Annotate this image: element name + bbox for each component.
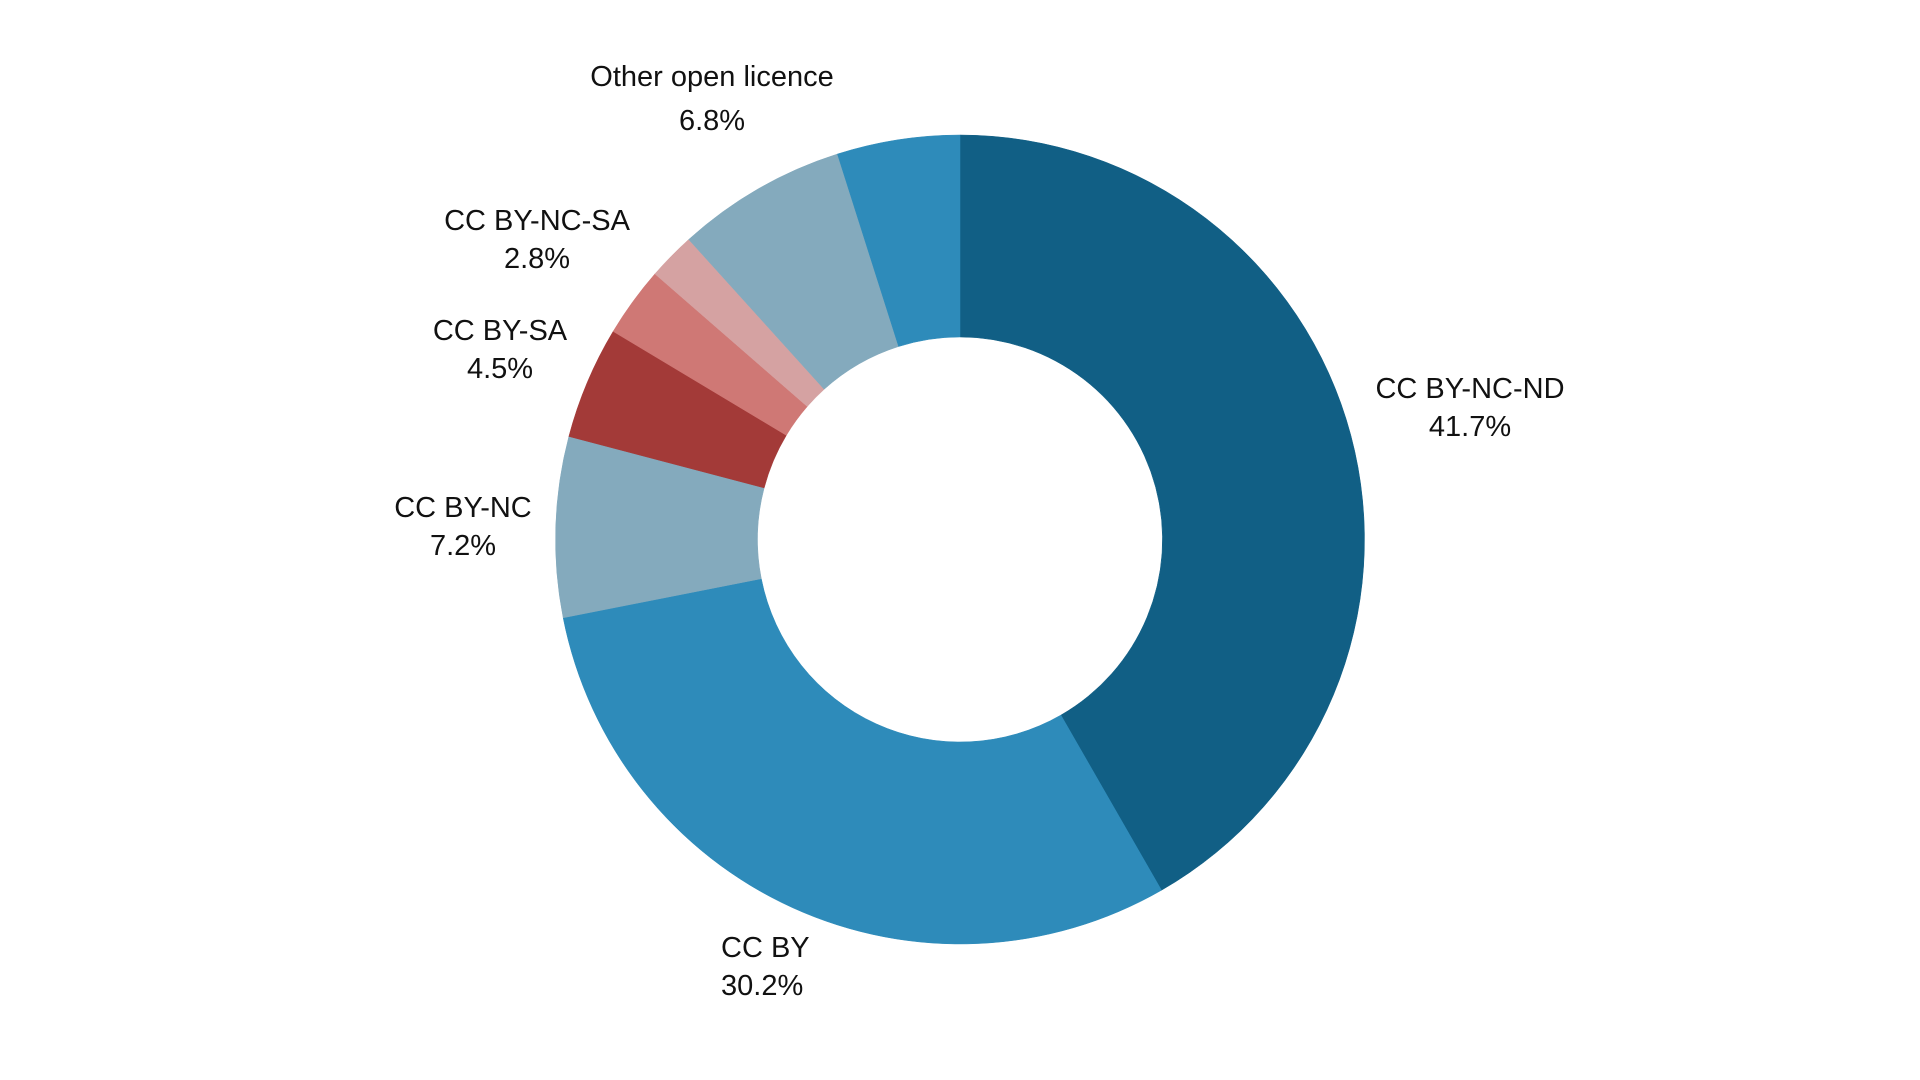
slice-label-name: CC BY-SA: [432, 315, 568, 347]
slice-label: CC BY-NC 7.2%: [394, 489, 532, 565]
donut-slices: [555, 134, 1365, 945]
slice-label-value: 7.2%: [429, 530, 497, 562]
slice-label-name: CC BY-NC: [394, 492, 532, 524]
donut-slice: [562, 578, 1162, 945]
slice-label: Other open licence 6.8%: [590, 58, 833, 140]
slice-label: CC BY-SA 4.5%: [433, 312, 567, 388]
slice-label: CC BY-NC-SA 2.8%: [444, 202, 630, 278]
slice-label: CC BY-NC-ND 41.7%: [1375, 370, 1564, 446]
slice-label-name: Other open licence: [590, 61, 834, 93]
slice-label-value: 30.2%: [721, 970, 804, 1002]
slice-label-name: CC BY-NC-ND: [1375, 373, 1565, 405]
slice-label-value: 6.8%: [678, 105, 746, 137]
donut-slice: [837, 134, 961, 347]
donut-slice: [959, 134, 1365, 891]
slice-label-value: 41.7%: [1428, 411, 1512, 443]
slice-label: CC BY 30.2%: [721, 929, 810, 1005]
slice-label-value: 4.5%: [466, 353, 534, 385]
slice-label-name: CC BY-NC-SA: [444, 205, 630, 237]
slice-label-value: 2.8%: [503, 243, 571, 275]
slice-label-name: CC BY: [721, 932, 810, 964]
